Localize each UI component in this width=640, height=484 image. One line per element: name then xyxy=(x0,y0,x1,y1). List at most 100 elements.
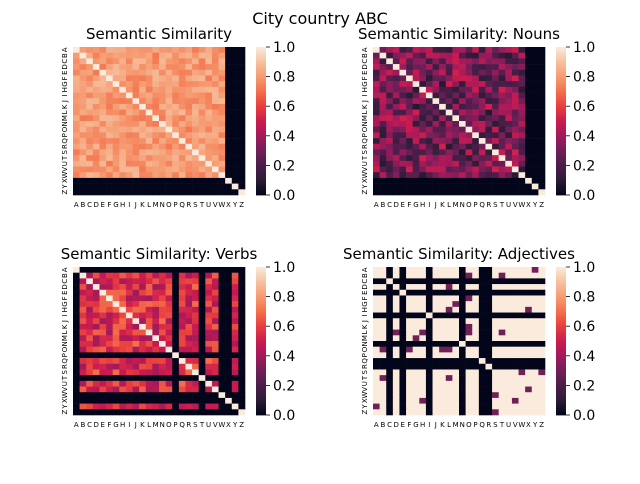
colorbar-segment xyxy=(556,375,566,379)
heatmap-cell xyxy=(492,341,499,347)
colorbar-segment xyxy=(556,170,566,174)
heatmap-cell xyxy=(231,189,239,196)
colorbar-segment xyxy=(256,56,266,60)
colorbar-segment xyxy=(256,370,266,374)
heatmap-cell xyxy=(178,103,186,110)
heatmap-cell xyxy=(465,149,473,156)
heatmap-cell xyxy=(538,103,546,110)
heatmap-cell xyxy=(185,329,193,336)
colorbar-segment xyxy=(556,116,566,119)
heatmap-cell xyxy=(373,177,380,184)
heatmap-cell xyxy=(139,103,147,110)
heatmap-cell xyxy=(392,284,400,291)
heatmap-cell xyxy=(112,409,120,416)
heatmap-cell xyxy=(152,69,160,76)
heatmap-cell xyxy=(225,126,233,133)
heatmap-cell xyxy=(192,103,199,110)
heatmap-cell xyxy=(139,335,147,342)
heatmap-title: Semantic Similarity: Nouns xyxy=(358,25,560,43)
heatmap-cell xyxy=(419,284,427,291)
heatmap-cell xyxy=(205,172,213,179)
colorbar-segment xyxy=(256,365,266,369)
heatmap-cell xyxy=(392,92,400,99)
heatmap-cell xyxy=(112,52,120,59)
y-tick-label: E xyxy=(361,70,369,74)
x-tick-label: U xyxy=(206,421,211,429)
heatmap-cell xyxy=(459,403,466,410)
heatmap-cell xyxy=(492,403,499,410)
heatmap-cell xyxy=(472,160,480,167)
colorbar-tick-label: 0.2 xyxy=(573,158,595,174)
heatmap-cell xyxy=(465,295,473,302)
heatmap-cell xyxy=(459,289,466,296)
heatmap-cell xyxy=(392,363,400,370)
y-tick-label: M xyxy=(361,335,369,341)
heatmap-cell xyxy=(412,386,420,393)
heatmap-cell xyxy=(531,352,539,359)
heatmap-cell xyxy=(439,143,447,150)
y-tick-label: Q xyxy=(61,138,69,144)
heatmap-cell xyxy=(472,369,480,376)
heatmap-cell xyxy=(459,409,466,416)
heatmap-cell xyxy=(132,335,140,342)
heatmap-cell xyxy=(465,115,473,122)
heatmap-cell xyxy=(73,69,80,76)
heatmap-cell xyxy=(452,98,460,105)
heatmap-cell xyxy=(192,369,199,376)
heatmap-cell xyxy=(132,58,140,65)
heatmap-cell xyxy=(125,172,133,179)
heatmap-cell xyxy=(432,306,440,313)
heatmap-cell xyxy=(132,155,140,162)
colorbar-segment xyxy=(256,392,266,396)
heatmap-cell xyxy=(452,92,460,99)
heatmap-cell xyxy=(445,341,453,347)
heatmap-cell xyxy=(412,329,420,336)
heatmap-cell xyxy=(399,295,407,302)
heatmap-cell xyxy=(79,335,87,342)
heatmap-cell xyxy=(185,386,193,393)
heatmap-cell xyxy=(172,284,180,291)
heatmap-cell xyxy=(472,115,480,122)
heatmap-cell xyxy=(172,392,180,399)
heatmap-cell xyxy=(145,386,153,393)
heatmap-cell xyxy=(205,121,213,127)
heatmap-cell xyxy=(205,312,213,319)
heatmap-cell xyxy=(485,409,493,416)
heatmap-cell xyxy=(492,301,499,308)
y-tick-label: C xyxy=(61,59,69,64)
y-tick-label: S xyxy=(361,150,369,155)
heatmap-cell xyxy=(452,160,460,167)
heatmap-cell xyxy=(92,155,100,162)
heatmap-cell xyxy=(525,189,533,196)
heatmap-cell xyxy=(132,323,140,330)
heatmap-cell xyxy=(145,47,153,53)
heatmap-cell xyxy=(198,409,206,416)
heatmap-cell xyxy=(165,369,173,376)
heatmap-cell xyxy=(139,155,147,162)
heatmap-cell xyxy=(218,397,226,404)
heatmap-cell xyxy=(459,103,466,110)
heatmap-cell xyxy=(419,172,427,179)
heatmap-cell xyxy=(178,272,186,279)
heatmap-cell xyxy=(459,392,466,399)
colorbar-tick-label: 1.0 xyxy=(273,260,295,276)
heatmap-cell xyxy=(211,272,219,279)
heatmap-cell xyxy=(92,75,100,82)
y-tick-label: A xyxy=(61,267,69,272)
heatmap-cell xyxy=(425,369,433,376)
heatmap-cell xyxy=(465,352,473,359)
heatmap-cell xyxy=(225,272,233,279)
heatmap-cell xyxy=(492,98,499,105)
heatmap-cell xyxy=(99,323,107,330)
heatmap-cell xyxy=(92,306,100,313)
heatmap-cell xyxy=(498,312,506,319)
heatmap-cell xyxy=(498,64,506,71)
heatmap-cell xyxy=(373,143,380,150)
heatmap-cell xyxy=(205,189,213,196)
heatmap-cell xyxy=(145,409,153,416)
x-tick-label: G xyxy=(413,421,418,429)
heatmap-cell xyxy=(379,189,387,196)
heatmap-cell xyxy=(218,341,226,347)
heatmap-cell xyxy=(465,69,473,76)
heatmap-cell xyxy=(531,284,539,291)
